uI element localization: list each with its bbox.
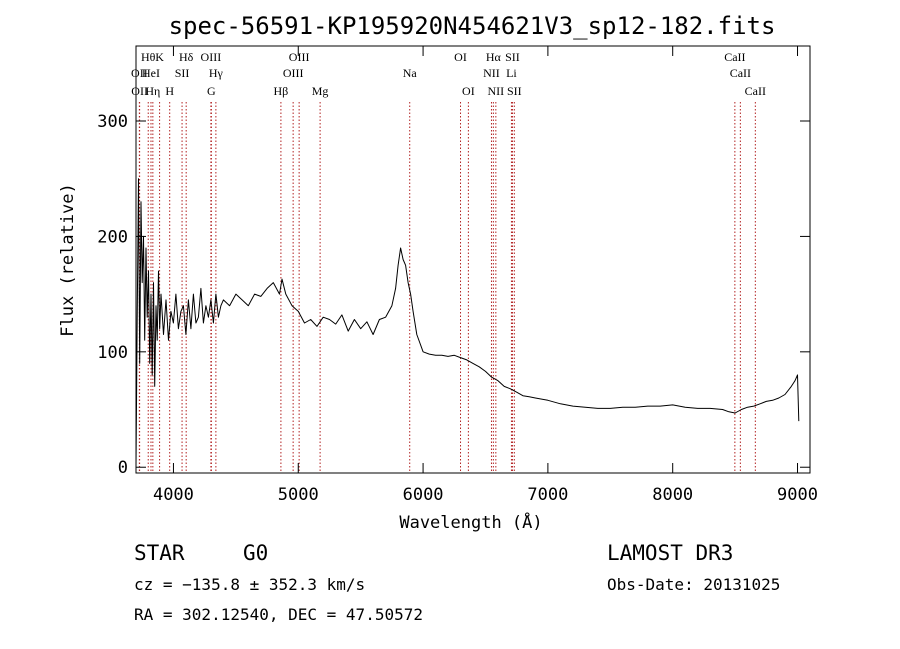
line-marker-label: OII [131, 66, 148, 80]
line-marker-label: H [165, 84, 174, 98]
coordinates: RA = 302.12540, DEC = 47.50572 [134, 605, 423, 624]
line-marker-label: Hθ [141, 50, 156, 64]
x-axis-label: Wavelength (Å) [399, 511, 542, 533]
line-marker-label: K [155, 50, 164, 64]
y-tick-label: 300 [97, 112, 128, 132]
line-marker-label: Na [403, 66, 418, 80]
x-tick-label: 6000 [403, 485, 444, 505]
line-marker-label: NII [488, 84, 505, 98]
subclass: G0 [243, 541, 268, 565]
line-marker-label: SII [175, 66, 190, 80]
x-tick-label: 7000 [527, 485, 568, 505]
y-tick-label: 0 [118, 458, 128, 478]
line-marker-label: Hδ [179, 50, 194, 64]
spectrum-line [135, 178, 800, 468]
line-marker-label: HeI [142, 66, 160, 80]
y-tick-label: 100 [97, 343, 128, 363]
line-marker-label: SII [505, 50, 520, 64]
line-marker-label: CaII [745, 84, 766, 98]
line-marker-label: CaII [730, 66, 751, 80]
line-marker-label: Hβ [274, 84, 289, 98]
line-marker-label: OI [462, 84, 475, 98]
line-marker-label: Hγ [209, 66, 224, 80]
x-tick-label: 8000 [652, 485, 693, 505]
redshift-velocity: cz = −135.8 ± 352.3 km/s [134, 575, 365, 594]
observation-date: Obs-Date: 20131025 [607, 575, 780, 594]
line-marker-label: Hη [145, 84, 160, 98]
line-marker-label: OIII [289, 50, 310, 64]
plot-frame [135, 45, 811, 474]
line-marker-label: SII [507, 84, 522, 98]
x-tick-label: 4000 [153, 485, 194, 505]
line-marker-label: G [207, 84, 216, 98]
y-tick-label: 200 [97, 227, 128, 247]
survey-name: LAMOST DR3 [607, 541, 733, 565]
x-tick-label: 9000 [777, 485, 818, 505]
chart-title: spec-56591-KP195920N454621V3_sp12-182.fi… [169, 12, 776, 40]
line-marker-label: Mg [312, 84, 329, 98]
y-axis-label: Flux (relative) [58, 183, 78, 337]
line-marker-label: Hα [486, 50, 502, 64]
object-class: STAR [134, 541, 185, 565]
line-marker-label: CaII [724, 50, 745, 64]
line-marker-label: OII [131, 84, 148, 98]
line-marker-label: OIII [283, 66, 304, 80]
line-marker-label: NII [483, 66, 500, 80]
line-marker-label: OIII [201, 50, 222, 64]
line-marker-label: Li [506, 66, 517, 80]
x-tick-label: 5000 [278, 485, 319, 505]
axis-ticks: 4000 5000 6000 7000 8000 9000 0 100 200 300 [97, 46, 818, 505]
spectrum-series [135, 178, 800, 468]
line-marker-label: OI [454, 50, 467, 64]
